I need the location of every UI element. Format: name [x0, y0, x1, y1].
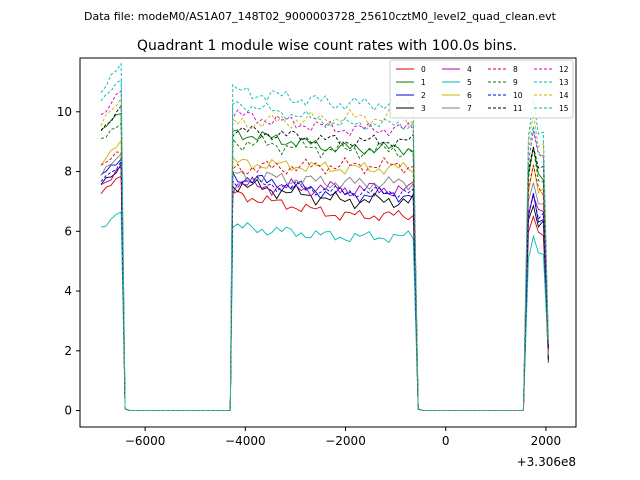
legend-entry-2: 2 — [396, 91, 426, 100]
x-tick-label: −2000 — [325, 434, 366, 448]
legend-label: 0 — [421, 65, 426, 74]
x-tick-label: −6000 — [125, 434, 166, 448]
series-line-6 — [100, 138, 549, 412]
y-axis: 0 2 4 6 8 10 — [57, 105, 80, 418]
x-tick-label: −4000 — [225, 434, 266, 448]
legend-entry-14: 14 — [534, 91, 569, 100]
legend-entry-12: 12 — [534, 65, 569, 74]
legend-label: 4 — [467, 65, 472, 74]
series-line-15 — [100, 78, 549, 412]
series-line-2 — [100, 157, 549, 412]
legend-entry-9: 9 — [488, 78, 518, 87]
plot-area — [80, 58, 576, 427]
legend-label: 1 — [421, 78, 426, 87]
series-line-11 — [100, 104, 549, 412]
y-tick-label: 8 — [64, 165, 72, 179]
legend-entry-10: 10 — [488, 91, 523, 100]
x-tick-label: 0 — [442, 434, 450, 448]
series-line-0 — [100, 175, 549, 412]
plot-frame — [79, 57, 577, 428]
legend-box — [389, 59, 574, 119]
chart-title: Quadrant 1 module wise count rates with … — [137, 38, 517, 54]
y-tick-label: 6 — [64, 224, 72, 238]
series-line-1 — [100, 113, 549, 412]
figure-suptitle: Data file: modeM0/AS1A07_148T02_90000037… — [84, 10, 557, 23]
legend-label: 7 — [467, 104, 472, 113]
legend-entry-8: 8 — [488, 65, 518, 74]
legend-label: 11 — [513, 104, 523, 113]
legend-label: 6 — [467, 91, 472, 100]
legend-label: 5 — [467, 78, 472, 87]
legend-label: 9 — [513, 78, 518, 87]
x-axis: −6000 −4000 −2000 0 2000 — [125, 427, 561, 448]
legend-entry-1: 1 — [396, 78, 426, 87]
y-tick-label: 2 — [64, 344, 72, 358]
legend-entry-11: 11 — [488, 104, 523, 113]
legend-label: 14 — [559, 91, 569, 100]
legend-label: 12 — [559, 65, 569, 74]
series-line-12 — [100, 90, 549, 412]
legend-label: 8 — [513, 65, 518, 74]
legend-label: 3 — [421, 104, 426, 113]
series-layer — [100, 62, 549, 412]
legend-entry-0: 0 — [396, 65, 426, 74]
y-tick-label: 0 — [64, 404, 72, 418]
series-line-5 — [100, 211, 549, 412]
series-line-7 — [100, 153, 549, 412]
y-tick-label: 10 — [57, 105, 72, 119]
series-line-9 — [100, 122, 549, 412]
series-line-10 — [100, 159, 549, 412]
legend-label: 13 — [559, 78, 569, 87]
legend-entry-13: 13 — [534, 78, 569, 87]
y-tick-label: 4 — [64, 284, 72, 298]
series-line-4 — [100, 165, 549, 412]
legend-entry-6: 6 — [442, 91, 472, 100]
legend-label: 2 — [421, 91, 426, 100]
x-tick-label: 2000 — [531, 434, 562, 448]
legend-entry-5: 5 — [442, 78, 472, 87]
series-line-14 — [100, 96, 549, 412]
legend-entry-3: 3 — [396, 104, 426, 113]
legend-entry-7: 7 — [442, 104, 472, 113]
series-line-3 — [100, 162, 549, 412]
legend-entry-15: 15 — [534, 104, 569, 113]
legend-entry-4: 4 — [442, 65, 472, 74]
series-line-8 — [100, 151, 549, 412]
legend-label: 10 — [513, 91, 523, 100]
legend-label: 15 — [559, 104, 569, 113]
x-axis-offset-label: +3.306e8 — [517, 455, 576, 469]
